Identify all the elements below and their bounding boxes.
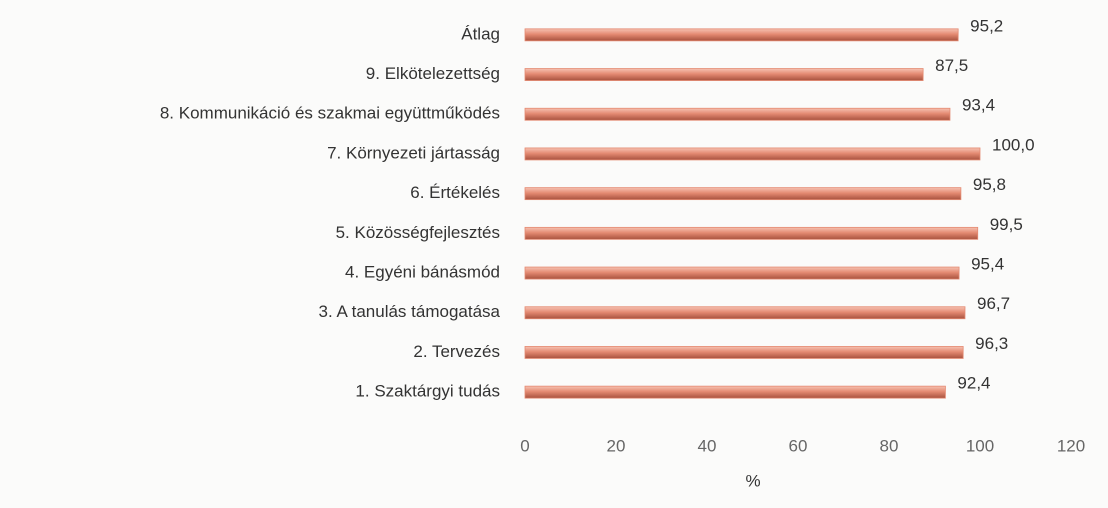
y-tick-label: 5. Közösségfejlesztés [336, 223, 500, 242]
bar [524, 346, 964, 359]
y-tick-label: 4. Egyéni bánásmód [345, 263, 500, 282]
y-tick-label: 3. A tanulás támogatása [319, 302, 501, 321]
x-tick-label: 40 [698, 436, 717, 455]
data-label: 87,5 [935, 56, 968, 75]
bar [524, 187, 962, 201]
data-label: 92,4 [957, 374, 990, 393]
y-tick-label: 8. Kommunikáció és szakmai együttműködés [160, 104, 500, 123]
y-tick-label: 6. Értékelés [410, 183, 500, 202]
x-tick-label: 80 [880, 436, 899, 455]
bar [524, 385, 946, 399]
data-label: 96,7 [977, 294, 1010, 313]
bar [524, 68, 924, 81]
y-tick-label: 7. Környezeti jártasság [327, 143, 500, 162]
x-tick-label: 100 [966, 436, 994, 455]
data-label: 100,0 [992, 135, 1035, 154]
y-tick-label: 1. Szaktárgyi tudás [355, 382, 500, 401]
y-tick-label: 9. Elkötelezettség [366, 64, 500, 83]
data-label: 93,4 [962, 96, 995, 115]
x-tick-label: 20 [607, 436, 626, 455]
bar [524, 226, 979, 240]
data-label: 95,4 [971, 255, 1004, 274]
bar [524, 28, 959, 42]
y-tick-label: Átlag [461, 24, 500, 43]
bar [524, 107, 951, 121]
data-label: 99,5 [990, 215, 1023, 234]
x-tick-label: 0 [520, 436, 529, 455]
bar [524, 147, 981, 161]
x-tick-label: 120 [1057, 436, 1085, 455]
data-label: 96,3 [975, 334, 1008, 353]
bar [524, 266, 960, 280]
data-label: 95,8 [973, 175, 1006, 194]
y-tick-label: 2. Tervezés [413, 342, 500, 361]
data-label: 95,2 [970, 16, 1003, 35]
x-axis-label: % [745, 471, 760, 490]
x-tick-label: 60 [789, 436, 808, 455]
bar [524, 306, 966, 320]
